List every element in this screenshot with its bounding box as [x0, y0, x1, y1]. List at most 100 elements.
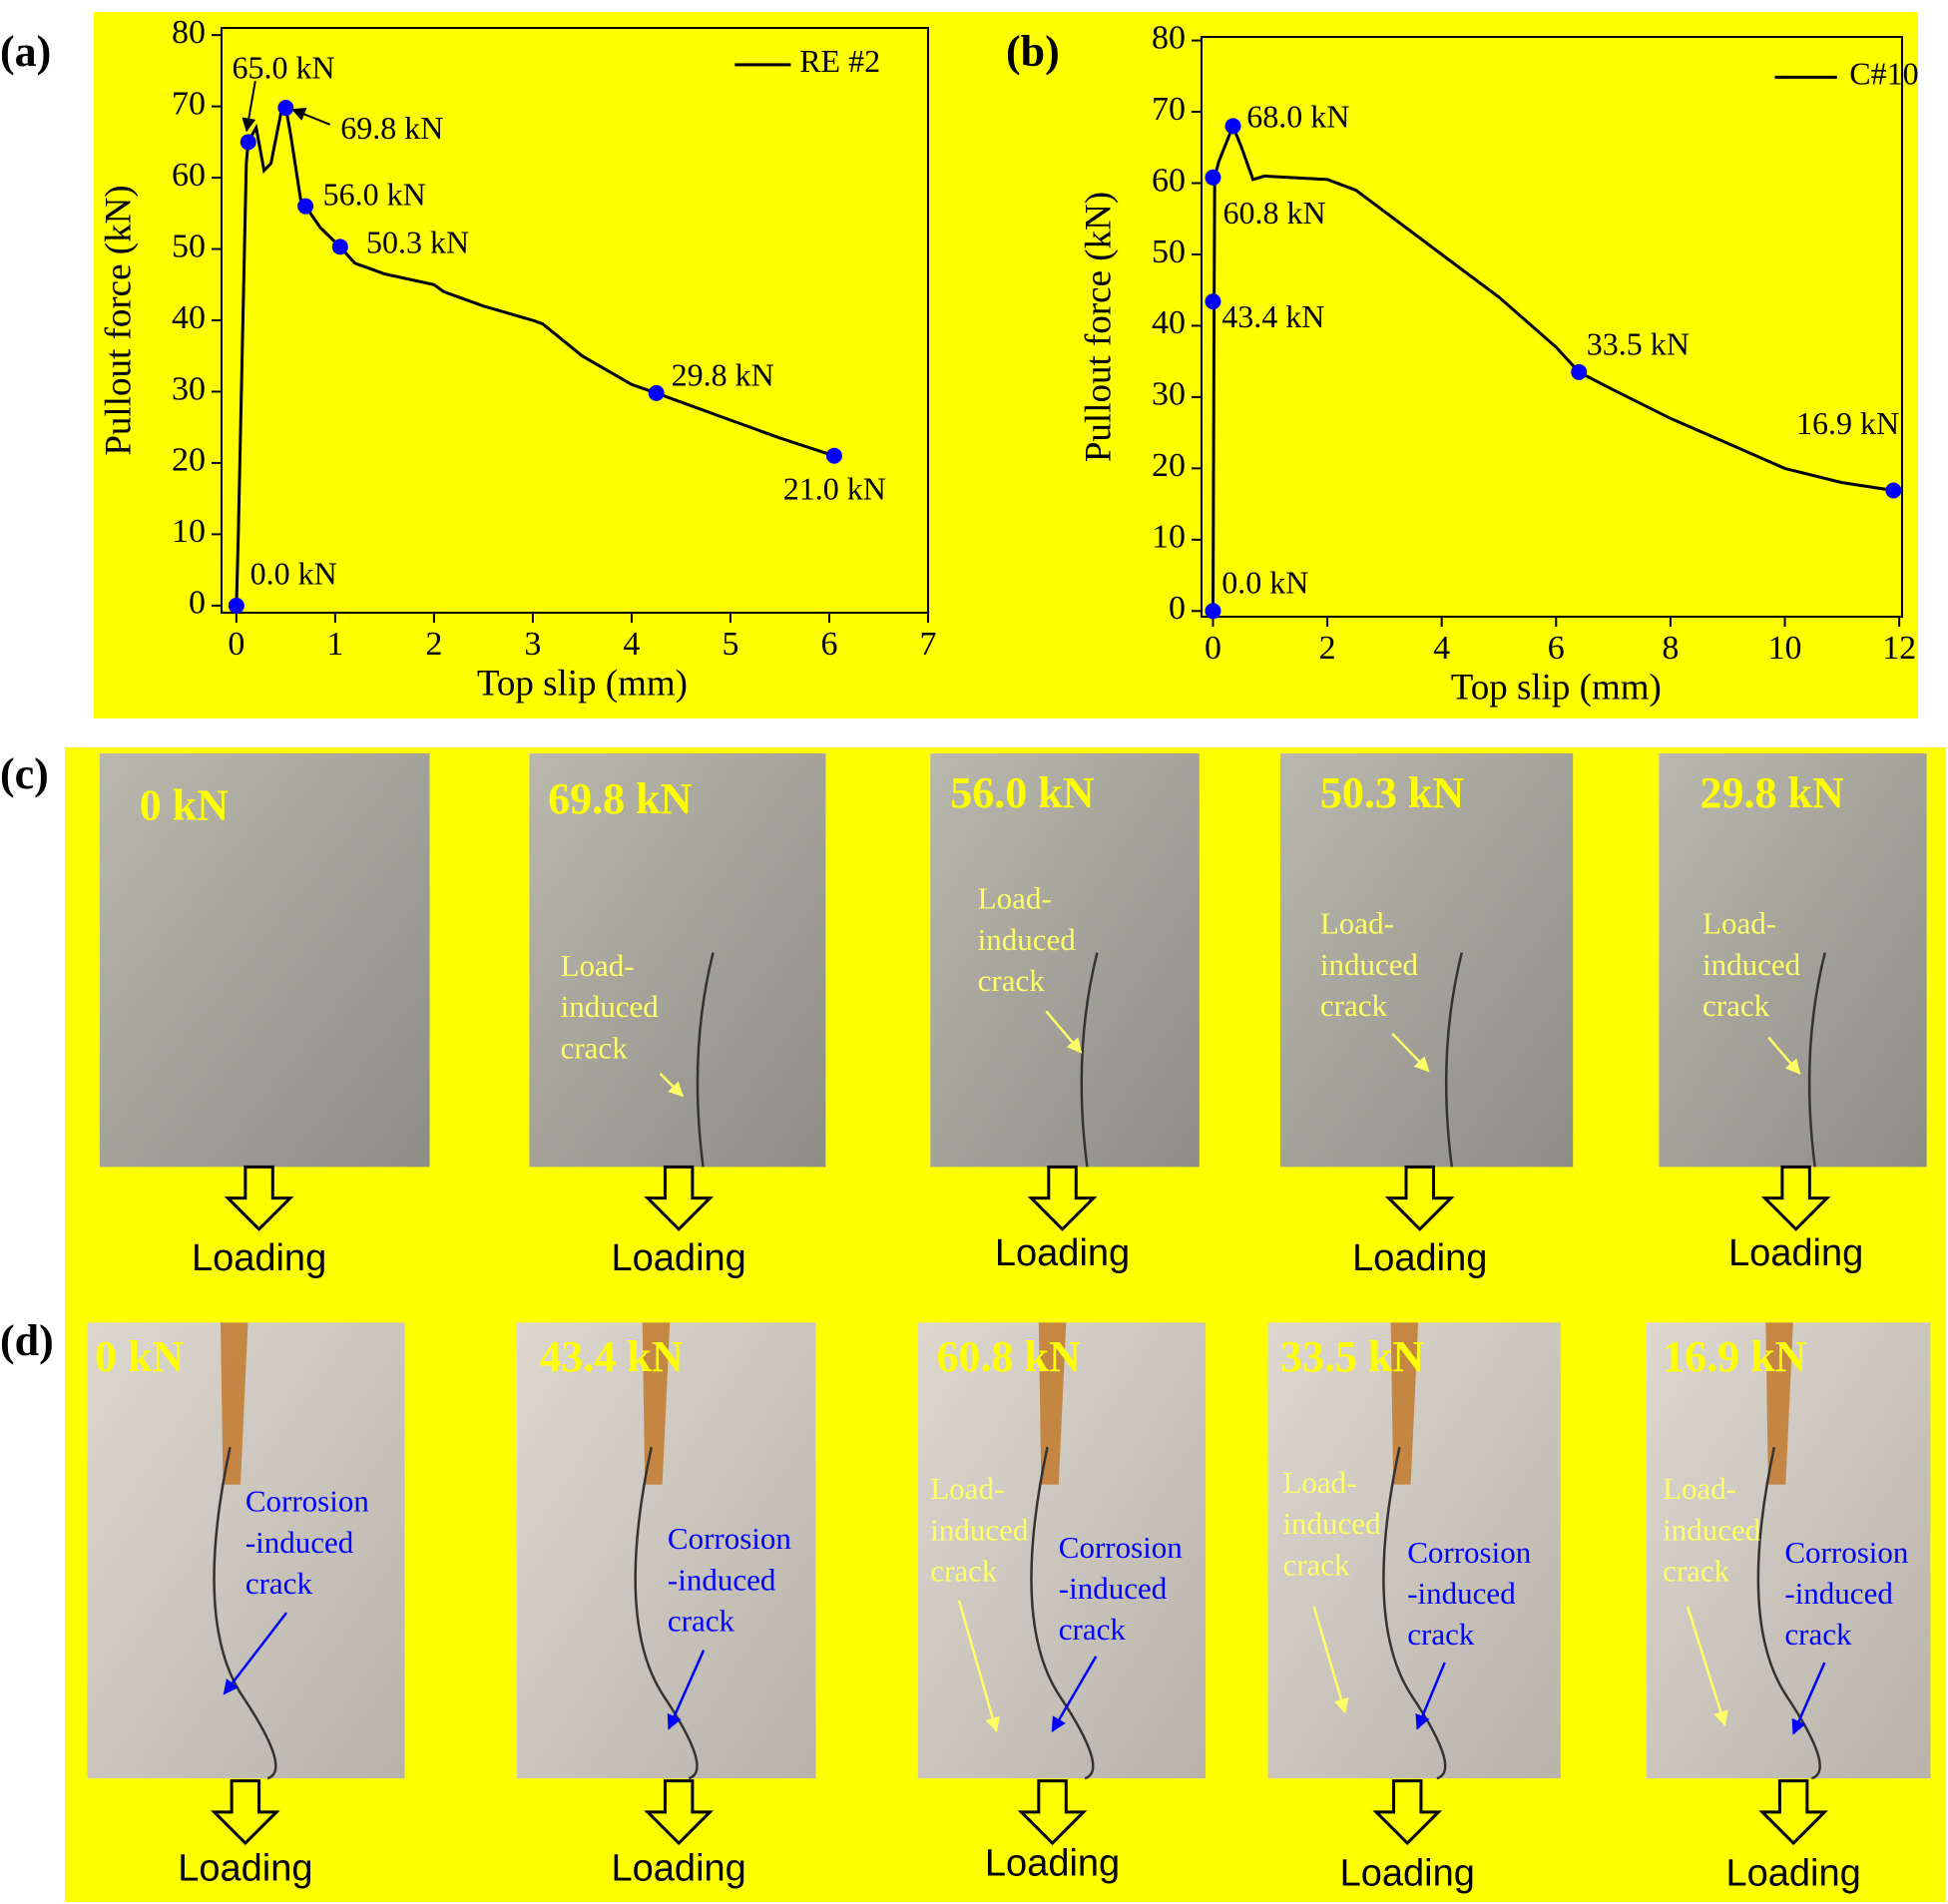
annotation-text: Corrosion [1407, 1535, 1532, 1570]
annotation-text: induced [978, 922, 1077, 957]
photo-label: 16.9 kN [1663, 1332, 1806, 1381]
rust-stain [642, 1322, 671, 1485]
annotation-text: crack [245, 1566, 313, 1601]
annotation-arrow [667, 1650, 706, 1730]
legend-label: C#10 [1849, 56, 1918, 92]
loading-caption: Loading [995, 1232, 1130, 1274]
panel-label: (c) [0, 749, 49, 798]
y-tick-label: 20 [1152, 447, 1186, 484]
loading-caption: Loading [1340, 1853, 1475, 1895]
pointer-arrow [242, 80, 256, 133]
data-point [277, 100, 294, 117]
crack [1080, 952, 1099, 1168]
x-tick-label: 4 [1433, 630, 1450, 667]
x-tick-label: 4 [623, 626, 640, 663]
x-tick-label: 12 [1882, 630, 1916, 667]
photo-label: 60.8 kN [936, 1332, 1080, 1381]
loading-arrow [1017, 1779, 1088, 1846]
annotation-arrow [957, 1600, 1000, 1733]
rust-stain [1038, 1322, 1067, 1485]
annotation-text: crack [1407, 1617, 1475, 1652]
crack [634, 1446, 699, 1780]
annotation-arrow [1686, 1606, 1728, 1726]
x-axis-label: Top slip (mm) [477, 663, 688, 704]
loading-arrow [211, 1779, 280, 1846]
specimen-photo [930, 753, 1200, 1168]
y-tick-label: 60 [172, 157, 206, 194]
annotation-text: Load- [561, 948, 635, 983]
y-tick-label: 20 [172, 442, 206, 479]
x-tick-label: 0 [228, 626, 244, 663]
loading-arrow [644, 1779, 714, 1846]
annotation-arrow [1415, 1662, 1446, 1730]
annotation-text: induced [1282, 1506, 1381, 1541]
data-point [1205, 293, 1221, 310]
annotation-text: Load- [1663, 1471, 1736, 1506]
data-line [1212, 122, 1894, 612]
annotation-text: Load- [930, 1471, 1004, 1506]
data-point [648, 384, 665, 401]
loading-arrow [1027, 1165, 1098, 1231]
y-tick-label: 60 [1152, 162, 1186, 199]
x-tick-label: 7 [920, 626, 937, 663]
loading-caption: Loading [192, 1237, 326, 1279]
photo-label: 0 kN [140, 780, 229, 829]
annotation-arrow [1045, 1010, 1083, 1054]
annotation-arrow [659, 1072, 684, 1098]
crack [213, 1446, 277, 1780]
x-tick-label: 1 [326, 626, 343, 663]
annotation-text: crack [1703, 988, 1770, 1023]
x-tick-label: 3 [524, 626, 541, 663]
annotation-text: crack [930, 1554, 998, 1589]
crack [1756, 1446, 1821, 1780]
annotation-text: -induced [245, 1525, 354, 1560]
data-point [1205, 603, 1221, 620]
photo-label: 33.5 kN [1280, 1332, 1424, 1381]
annotation-arrow [1791, 1662, 1826, 1735]
y-tick-label: 0 [1169, 590, 1186, 627]
annotation-text: crack [561, 1030, 629, 1065]
data-point [297, 198, 314, 215]
annotation-text: -induced [668, 1562, 776, 1597]
annotation-text: Corrosion [1059, 1530, 1184, 1565]
x-tick-label: 0 [1205, 630, 1221, 667]
loading-caption: Loading [1352, 1237, 1487, 1279]
annotation-text: Load- [1703, 906, 1776, 941]
panel-label: (b) [1006, 27, 1060, 76]
data-label: 50.3 kN [366, 224, 469, 259]
loading-caption: Loading [612, 1237, 746, 1279]
specimen-photo [1279, 753, 1574, 1168]
legend-label: RE #2 [799, 43, 880, 79]
loading-arrow [1758, 1779, 1828, 1846]
y-tick-label: 30 [172, 370, 206, 407]
annotation-arrow [1051, 1656, 1098, 1733]
data-point [1224, 118, 1241, 135]
x-tick-label: 2 [1319, 630, 1336, 667]
x-axis-label: Top slip (mm) [1451, 667, 1662, 708]
loading-arrow [1384, 1165, 1455, 1231]
loading-arrow [644, 1165, 714, 1231]
annotation-text: -induced [1784, 1576, 1893, 1611]
annotation-text: crack [1320, 988, 1388, 1023]
data-point [1885, 482, 1902, 499]
data-point [331, 238, 348, 255]
x-tick-label: 6 [820, 626, 837, 663]
data-label: 68.0 kN [1246, 98, 1349, 134]
y-tick-label: 10 [172, 513, 206, 550]
annotation-text: -induced [1059, 1571, 1168, 1606]
loading-arrow [1760, 1165, 1831, 1231]
y-tick-label: 40 [1152, 304, 1186, 341]
annotation-text: induced [930, 1512, 1029, 1547]
annotation-arrow [1312, 1606, 1349, 1714]
data-point [825, 447, 842, 464]
loading-caption: Loading [985, 1843, 1120, 1885]
annotation-text: Load- [1282, 1465, 1356, 1500]
data-point [1205, 169, 1221, 186]
annotation-text: Corrosion [1784, 1535, 1909, 1570]
y-tick-label: 50 [1152, 234, 1186, 270]
panel-label: (d) [0, 1316, 54, 1365]
crack [1030, 1446, 1095, 1780]
annotation-text: Load- [978, 881, 1052, 916]
x-tick-label: 8 [1662, 630, 1679, 667]
